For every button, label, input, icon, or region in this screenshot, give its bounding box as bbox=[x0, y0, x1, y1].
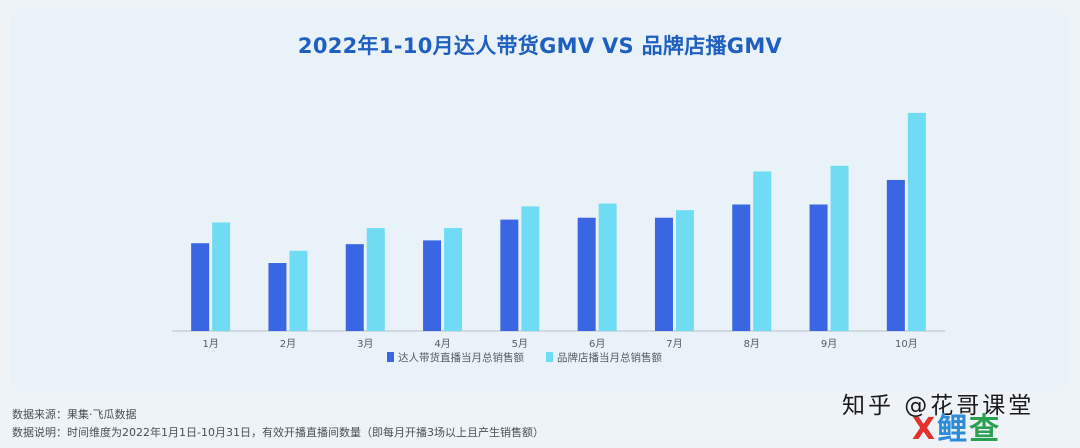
bar-talent-2 bbox=[268, 263, 287, 331]
bar-brand-8 bbox=[753, 171, 772, 331]
legend-label-2: 品牌店播当月总销售额 bbox=[557, 351, 662, 364]
bar-talent-3 bbox=[345, 244, 364, 331]
bar-brand-9 bbox=[830, 165, 849, 331]
x-tick-label: 10月 bbox=[895, 338, 918, 350]
x-tick-label: 6月 bbox=[589, 338, 605, 350]
watermark-logo: X鲤查 bbox=[912, 412, 1002, 447]
x-tick-label: 1月 bbox=[202, 338, 218, 350]
bar-brand-6 bbox=[598, 203, 617, 331]
x-tick-label: 3月 bbox=[357, 338, 373, 350]
bar-talent-5 bbox=[500, 219, 519, 331]
bar-talent-6 bbox=[577, 217, 596, 331]
x-tick-label: 5月 bbox=[512, 338, 528, 350]
watermark-text: 知乎 @花哥课堂 bbox=[842, 393, 1035, 419]
bar-brand-2 bbox=[289, 250, 308, 331]
legend-swatch-1 bbox=[387, 352, 394, 362]
bar-brand-1 bbox=[212, 222, 231, 331]
x-tick-label: 4月 bbox=[434, 338, 450, 350]
chart-title: 2022年1-10月达人带货GMV VS 品牌店播GMV bbox=[297, 34, 783, 58]
bar-talent-9 bbox=[809, 204, 828, 331]
x-tick-label: 8月 bbox=[744, 338, 760, 350]
bar-talent-1 bbox=[191, 243, 210, 331]
data-source: 数据来源：果集·飞瓜数据 bbox=[12, 408, 137, 421]
x-tick-label: 9月 bbox=[821, 338, 837, 350]
bar-brand-7 bbox=[675, 210, 694, 331]
bar-talent-7 bbox=[654, 217, 673, 331]
bar-brand-4 bbox=[444, 228, 463, 331]
bar-brand-10 bbox=[907, 112, 926, 331]
data-note: 数据说明：时间维度为2022年1月1日-10月31日，有效开播直播间数量（即每月… bbox=[12, 426, 544, 439]
x-tick-label: 2月 bbox=[280, 338, 296, 350]
x-tick-label: 7月 bbox=[666, 338, 682, 350]
bar-brand-5 bbox=[521, 206, 540, 331]
bar-brand-3 bbox=[366, 228, 385, 331]
bar-talent-4 bbox=[423, 240, 442, 331]
bar-talent-10 bbox=[886, 179, 905, 331]
legend-label-1: 达人带货直播当月总销售额 bbox=[398, 351, 524, 364]
bar-talent-8 bbox=[732, 204, 751, 331]
legend-swatch-2 bbox=[546, 352, 553, 362]
